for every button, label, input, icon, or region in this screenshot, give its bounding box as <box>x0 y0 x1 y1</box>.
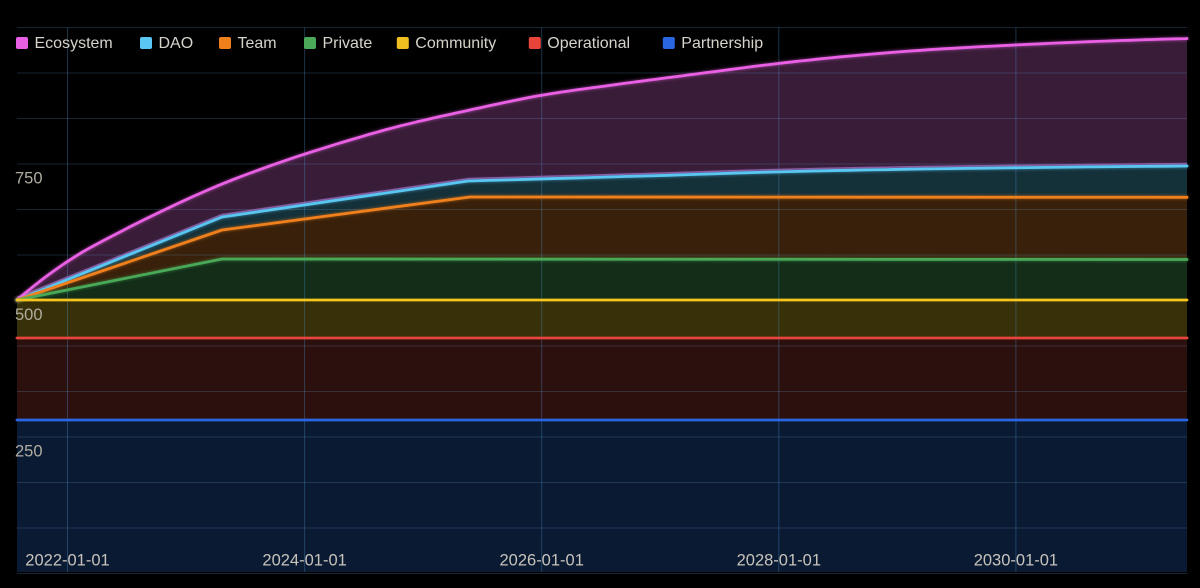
svg-text:2024-01-01: 2024-01-01 <box>262 552 346 570</box>
svg-text:Private: Private <box>323 35 373 52</box>
svg-text:250: 250 <box>15 443 43 461</box>
svg-text:2022-01-01: 2022-01-01 <box>25 552 109 570</box>
svg-text:Operational: Operational <box>547 35 630 52</box>
svg-text:Team: Team <box>238 35 277 52</box>
svg-text:Partnership: Partnership <box>681 35 763 52</box>
svg-text:500: 500 <box>15 306 43 324</box>
svg-text:2030-01-01: 2030-01-01 <box>974 552 1058 570</box>
svg-text:Community: Community <box>415 35 496 52</box>
svg-text:2028-01-01: 2028-01-01 <box>737 552 821 570</box>
svg-text:Ecosystem: Ecosystem <box>35 35 113 52</box>
svg-text:DAO: DAO <box>159 35 194 52</box>
svg-text:750: 750 <box>15 170 43 188</box>
svg-text:2026-01-01: 2026-01-01 <box>499 552 583 570</box>
